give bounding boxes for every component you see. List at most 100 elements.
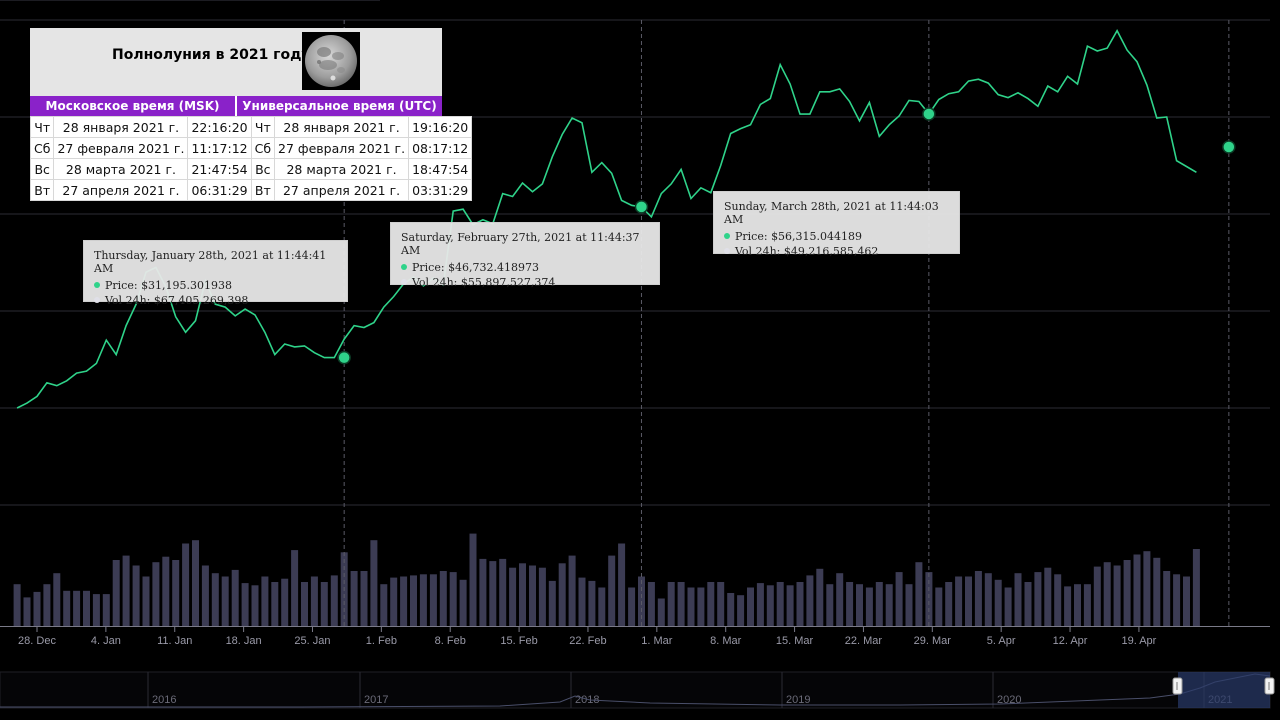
volume-bar (281, 578, 289, 626)
volume-bar (1014, 573, 1022, 626)
volume-bar (697, 587, 705, 626)
volume-bar (390, 577, 398, 626)
volume-bar (1074, 584, 1081, 626)
volume-bar (73, 590, 81, 626)
volume-bar (63, 590, 71, 626)
tooltip-price: $56,315.044189 (771, 230, 863, 243)
x-tick-label: 1. Feb (366, 635, 397, 647)
volume-bar (776, 582, 784, 626)
volume-bar (310, 576, 318, 626)
volume-bar (598, 587, 606, 626)
volume-bar (162, 556, 170, 626)
volume-bar (538, 567, 546, 626)
moon-table-header: Полнолуния в 2021 году (30, 28, 442, 96)
navigator-selection[interactable] (1178, 672, 1270, 708)
volume-bar (43, 584, 51, 626)
volume-dot-icon (724, 248, 730, 254)
moon-table-rows: Чт 28 января 2021 г. 22:16:20 Чт 28 янва… (29, 116, 473, 201)
volume-dot-icon (94, 297, 100, 303)
volume-bar (974, 571, 982, 626)
full-moon-table: Полнолуния в 2021 году Московское время … (29, 28, 473, 201)
volume-bar (1044, 567, 1052, 626)
volume-bar (380, 584, 388, 626)
x-tick-label: 22. Feb (569, 635, 606, 647)
volume-bar (578, 577, 586, 626)
volume-bar (53, 573, 61, 626)
navigator[interactable]: 201620172018201920202021 (0, 671, 1275, 709)
volume-bar (499, 558, 507, 626)
volume-bar (1054, 574, 1062, 626)
table-row: Чт 28 января 2021 г. 22:16:20 Чт 28 янва… (29, 116, 473, 138)
price-marker[interactable] (1222, 140, 1236, 154)
volume-bar (201, 565, 209, 626)
price-marker[interactable] (922, 107, 936, 121)
tooltip-mar: Sunday, March 28th, 2021 at 11:44:03 AM … (713, 191, 960, 258)
volume-bar (786, 585, 794, 626)
volume-bar (925, 572, 933, 626)
volume-bar (1163, 571, 1171, 626)
x-tick-label: 4. Jan (91, 635, 121, 647)
volume-bar (469, 533, 477, 626)
price-marker[interactable] (337, 350, 351, 365)
volume-bar (320, 582, 328, 626)
volume-bar (489, 561, 497, 626)
full-moon-icon (302, 32, 360, 90)
volume-bar (112, 560, 120, 626)
x-tick-label: 8. Mar (710, 635, 742, 647)
tooltip-title: Saturday, February 27th, 2021 at 11:44:3… (401, 231, 640, 257)
volume-bar (984, 573, 992, 626)
volume-bar (1103, 562, 1111, 626)
price-marker[interactable] (634, 200, 649, 214)
volume-bar (419, 574, 427, 626)
volume-bar (360, 571, 368, 626)
volume-bar (1143, 551, 1151, 626)
volume-bar (172, 560, 180, 626)
volume-bar (717, 582, 725, 626)
volume-bar (955, 576, 963, 626)
volume-bar (548, 580, 556, 626)
volume-bar (1113, 565, 1121, 626)
column-utc: Универсальное время (UTC) (235, 96, 442, 116)
table-row: Вс 28 марта 2021 г. 21:47:54 Вс 28 марта… (29, 158, 473, 180)
x-axis: 28. Dec 4. Jan 11. Jan 18. Jan 25. Jan 1. Feb… (0, 626, 1270, 647)
navigator-year-label: 2017 (364, 694, 388, 706)
tooltip-volume: $55,897,527,374 (460, 276, 556, 289)
volume-bar (479, 558, 487, 626)
volume-bar (687, 587, 695, 626)
volume-bar (865, 587, 873, 626)
volume-bar (1034, 572, 1042, 626)
price-markers[interactable] (337, 107, 1236, 365)
volume-bar (608, 555, 616, 626)
x-tick-label: 8. Feb (435, 635, 466, 647)
volume-bar (1093, 566, 1101, 626)
x-tick-label: 28. Dec (18, 635, 56, 647)
volume-dot-icon (401, 279, 407, 285)
x-tick-label: 11. Jan (157, 635, 192, 647)
volume-bar (1153, 557, 1161, 626)
table-row: Сб 27 февраля 2021 г. 11:17:12 Сб 27 фев… (29, 137, 473, 159)
volume-bar (885, 584, 893, 626)
volume-bars (13, 533, 1200, 626)
volume-bar (856, 584, 863, 626)
table-row: Вт 27 апреля 2021 г. 06:31:29 Вт 27 апре… (29, 179, 473, 201)
volume-bar (1192, 549, 1200, 626)
volume-bar (231, 569, 239, 626)
volume-bar (529, 565, 536, 626)
tooltip-title: Thursday, January 28th, 2021 at 11:44:41… (94, 249, 327, 275)
volume-bar (400, 576, 408, 626)
volume-bar (677, 582, 685, 626)
tooltip-volume: $49,216,585,462 (783, 245, 879, 258)
volume-bar (935, 587, 943, 626)
volume-bar (1083, 584, 1091, 626)
volume-bar (568, 555, 576, 626)
volume-bar (806, 575, 814, 626)
volume-bar (1004, 587, 1012, 626)
volume-bar (122, 555, 130, 626)
volume-bar (291, 550, 299, 626)
volume-bar (965, 576, 972, 626)
tooltip-feb: Saturday, February 27th, 2021 at 11:44:3… (390, 222, 660, 289)
volume-bar (647, 582, 655, 626)
volume-bar (1133, 554, 1141, 626)
x-tick-label: 19. Apr (1121, 635, 1156, 647)
